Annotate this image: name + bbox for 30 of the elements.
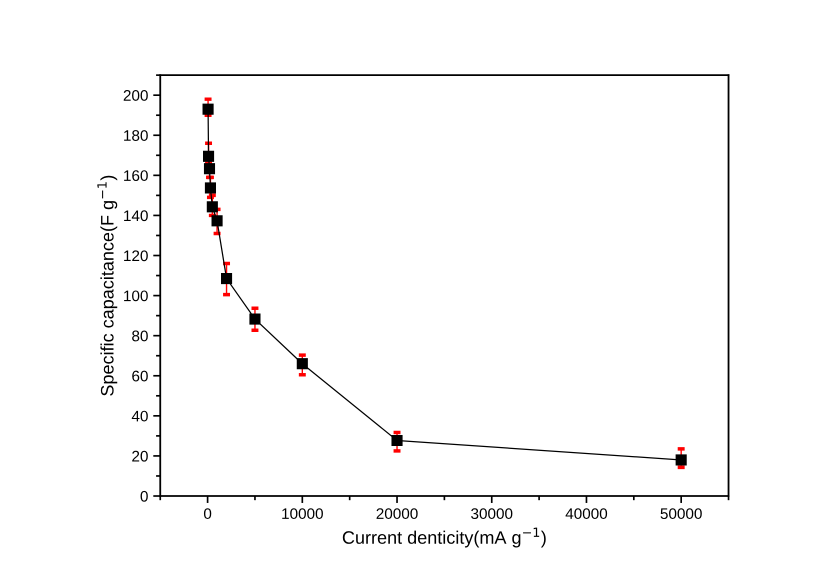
point (206, 201, 218, 212)
point (676, 454, 687, 466)
y-tick-label: 180 (124, 130, 148, 141)
point (296, 358, 308, 370)
point (391, 434, 403, 446)
y-tick-label: 100 (124, 290, 148, 302)
point (204, 182, 216, 194)
point (212, 215, 223, 226)
y-tick-label: 120 (124, 250, 148, 262)
y-tick-label: 0 (140, 490, 148, 502)
y-tick-label: 140 (124, 210, 148, 222)
point (202, 150, 214, 162)
point (220, 273, 232, 284)
y-tick-label: 40 (132, 410, 148, 422)
x-tick-label: 50000 (660, 508, 702, 520)
x-tick-label: 0 (204, 508, 212, 520)
point (249, 313, 261, 325)
x-tick-label: 20000 (376, 508, 418, 520)
y-tick-label: 80 (132, 330, 148, 342)
x-tick-label: 30000 (471, 508, 512, 520)
x-tick-label: 40000 (566, 508, 608, 520)
y-tick-label: 200 (124, 90, 148, 101)
point (202, 104, 214, 115)
x-axis-title: Current denticity(mA g$^{−1}$) (342, 528, 546, 548)
x-tick-label: 10000 (282, 508, 323, 520)
point (204, 163, 216, 174)
y-axis-title: Specific capacitance(F g$^{−1}$) (97, 176, 118, 396)
y-tick-label: 160 (124, 170, 148, 182)
y-tick-label: 20 (132, 450, 148, 462)
y-tick-label: 60 (132, 370, 148, 382)
